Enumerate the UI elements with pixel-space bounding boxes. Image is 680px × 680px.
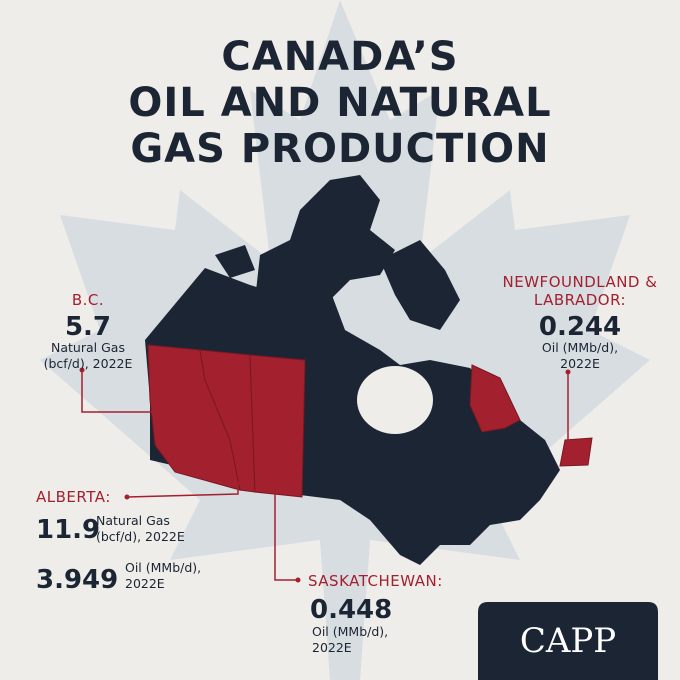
connector [126, 482, 239, 498]
arctic-islands [255, 175, 395, 300]
region-name: LABRADOR: [534, 291, 626, 309]
logo-text: CAPP [520, 621, 616, 661]
region-name: SASKATCHEWAN: [308, 572, 443, 590]
title-line: GAS PRODUCTION [130, 126, 549, 172]
baffin-island [380, 240, 460, 330]
stat-unit: Oil (MMb/d), [542, 340, 618, 355]
stat-value: 11.9 [36, 515, 100, 545]
title-line: CANADA’S [221, 34, 458, 80]
logo-box [478, 602, 658, 680]
stat-value: 3.949 [36, 565, 118, 595]
stat-unit: (bcf/d), 2022E [96, 529, 185, 544]
region-name: B.C. [72, 291, 104, 309]
arctic-island [215, 245, 255, 278]
region-name: NEWFOUNDLAND & [503, 273, 658, 291]
stat-unit: Oil (MMb/d), [312, 624, 388, 639]
stat-unit: 2022E [125, 576, 165, 591]
connector-dot [124, 494, 130, 500]
region-name: ALBERTA: [36, 488, 111, 506]
stat-value: 0.244 [539, 312, 621, 342]
connector-dot [79, 367, 85, 373]
canada-map [145, 175, 593, 565]
stat-unit: Natural Gas [51, 340, 125, 355]
hudson-bay [357, 366, 433, 434]
connector-dot [565, 369, 571, 375]
stat-value: 5.7 [65, 312, 111, 342]
labrador [469, 364, 521, 433]
stat-value: 0.448 [310, 595, 392, 625]
stat-unit: Oil (MMb/d), [125, 560, 201, 575]
stat-unit: (bcf/d), 2022E [44, 356, 133, 371]
saskatchewan [249, 354, 306, 498]
stat-unit: Natural Gas [96, 513, 170, 528]
connector-dot [295, 577, 301, 583]
stat-unit: 2022E [312, 640, 352, 655]
title-line: OIL AND NATURAL [128, 80, 551, 126]
newfoundland [559, 437, 593, 467]
connector [274, 488, 298, 581]
stat-unit: 2022E [560, 356, 600, 371]
mainland [145, 268, 560, 565]
connector [81, 370, 152, 413]
